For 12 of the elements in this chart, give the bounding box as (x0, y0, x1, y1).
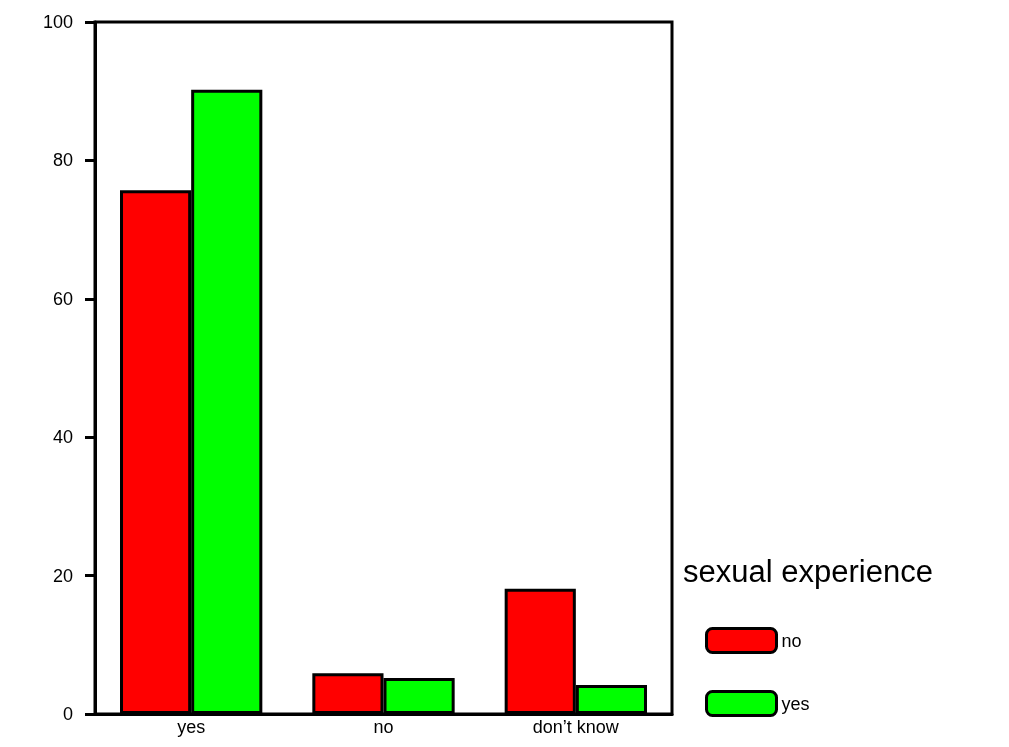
y-tick-label: 0 (62, 704, 73, 724)
legend-label: yes (781, 693, 810, 714)
y-tick-label: 100 (42, 12, 73, 32)
y-tick-label: 40 (52, 427, 73, 448)
x-tick-label: no (373, 717, 394, 737)
x-tick-label: yes (177, 717, 206, 737)
y-tick-label: 60 (52, 288, 73, 309)
legend-title: sexual experience (683, 554, 933, 589)
y-tick-label: 20 (52, 565, 73, 586)
y-tick-label: 80 (52, 150, 73, 171)
x-tick-label: don’t know (532, 717, 620, 737)
legend-label: no (781, 630, 802, 651)
